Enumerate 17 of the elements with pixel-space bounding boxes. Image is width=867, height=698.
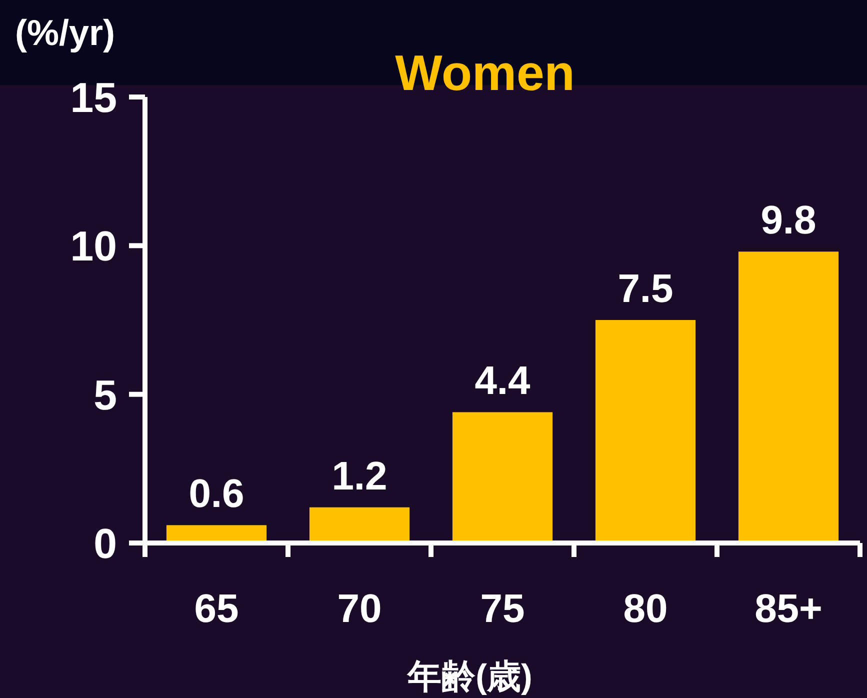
x-tick-label: 75 <box>480 587 525 631</box>
x-tick-label: 65 <box>194 587 239 631</box>
x-tick-label: 85+ <box>754 587 822 631</box>
data-label: 7.5 <box>618 267 674 311</box>
data-label: 9.8 <box>760 198 816 243</box>
chart-title: Women <box>395 45 575 101</box>
x-tick-label: 70 <box>337 587 382 631</box>
y-tick-label: 10 <box>70 222 117 270</box>
x-axis-title: 年齢(歳) <box>406 658 532 696</box>
y-axis-title: (%/yr) <box>15 12 116 53</box>
x-tick-label: 80 <box>623 587 668 631</box>
data-label: 0.6 <box>188 472 244 516</box>
y-tick-label: 15 <box>70 74 117 121</box>
data-label: 1.2 <box>332 454 388 498</box>
y-tick-label: 0 <box>94 520 117 567</box>
y-tick-label: 5 <box>94 371 117 418</box>
data-label: 4.4 <box>474 359 532 404</box>
